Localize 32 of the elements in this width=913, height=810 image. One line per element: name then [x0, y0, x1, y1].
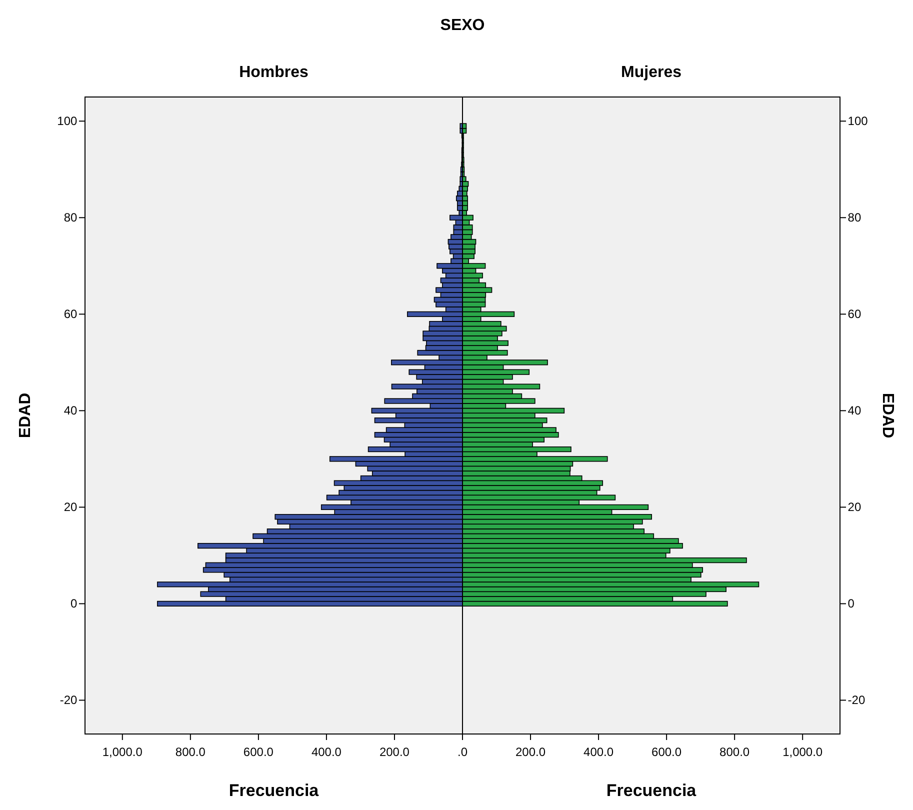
x-tick-label: 800.0 — [720, 745, 750, 759]
y-tick-label: -20 — [848, 693, 866, 708]
x-tick-label: 1,000.0 — [102, 745, 143, 759]
x-axis-title: Frecuencia — [606, 781, 697, 800]
y-tick-label: 100 — [848, 114, 868, 128]
y-tick-label: 20 — [848, 500, 862, 514]
y-tick-label: 0 — [70, 596, 78, 611]
x-tick-label: 400.0 — [584, 745, 614, 759]
x-tick-label: 400.0 — [311, 745, 342, 759]
y-axis-title: EDAD — [17, 392, 34, 438]
y-tick-label: 60 — [64, 307, 78, 322]
x-tick-label: 600.0 — [652, 745, 682, 759]
y-tick-label: 100 — [57, 114, 78, 128]
y-tick-label: -20 — [60, 693, 78, 708]
x-tick-label: 600.0 — [243, 745, 274, 759]
x-axis-title: Frecuencia — [228, 781, 320, 800]
text: SEXO — [440, 17, 485, 34]
y-tick-label: 80 — [848, 210, 862, 225]
y-tick-label: 60 — [848, 307, 862, 322]
x-tick-label: .0 — [457, 745, 468, 759]
y-tick-label: 20 — [64, 500, 78, 514]
chart-title: Mujeres — [621, 64, 682, 81]
x-tick-label: 200.0 — [379, 745, 410, 759]
x-tick-label: 1,000.0 — [782, 745, 823, 759]
y-tick-label: 80 — [64, 210, 78, 225]
x-tick-label: 200.0 — [516, 745, 546, 759]
y-tick-label: 0 — [848, 596, 855, 611]
y-tick-label: 40 — [64, 404, 78, 418]
chart-title: Hombres — [239, 64, 309, 81]
x-tick-label: 800.0 — [175, 745, 206, 759]
y-tick-label: 40 — [848, 404, 862, 418]
y-axis-title: EDAD — [879, 392, 896, 438]
